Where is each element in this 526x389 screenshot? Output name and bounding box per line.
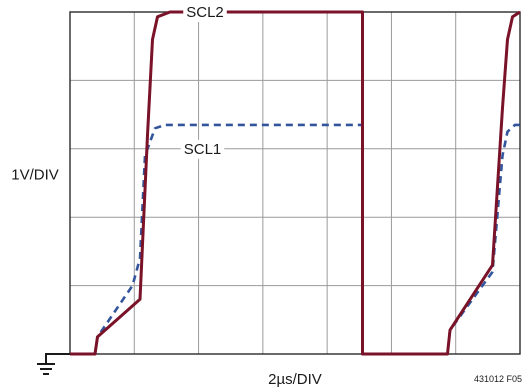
ground-lead — [45, 353, 70, 364]
y-axis-label: 1V/DIV — [11, 167, 59, 184]
grid — [70, 12, 520, 354]
series-label-scl2: SCL2 — [186, 4, 224, 21]
x-axis-label: 2µs/DIV — [268, 371, 322, 388]
series-label-scl1: SCL1 — [184, 141, 222, 158]
trace-scl2 — [70, 10, 521, 356]
traces — [70, 10, 521, 356]
series-label-background — [183, 3, 227, 22]
series-label-background — [180, 139, 225, 159]
figure-id: 431012 F05 — [474, 374, 522, 384]
trace-scl1 — [70, 123, 520, 356]
ground-icon — [37, 353, 70, 375]
